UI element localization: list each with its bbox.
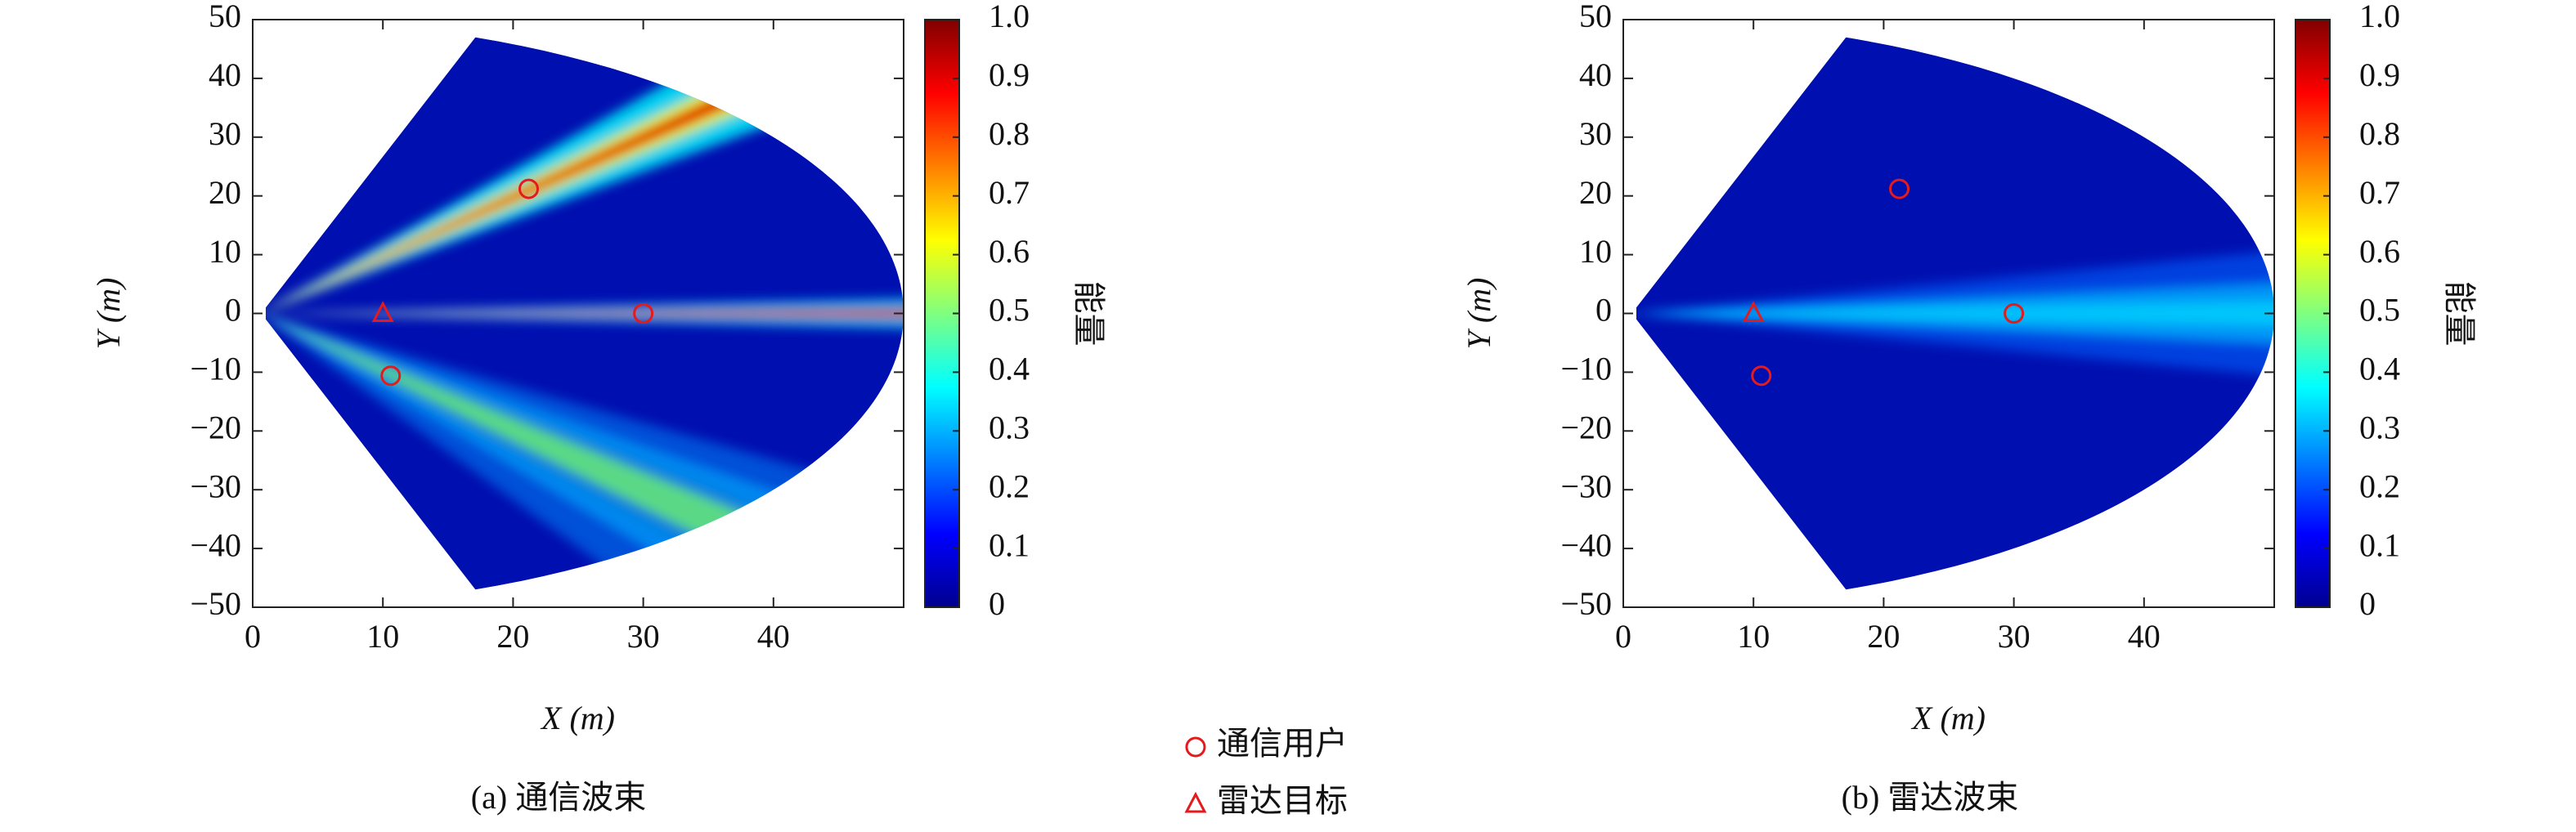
y-tick-label: 10 <box>209 233 241 270</box>
x-tick-label: 10 <box>366 618 399 655</box>
x-tick-label: 20 <box>1867 618 1900 655</box>
colorbar-tick-label: 0.6 <box>2359 233 2400 270</box>
legend-label: 通信用户 <box>1217 725 1348 762</box>
x-tick-label: 40 <box>2128 618 2161 655</box>
beam <box>265 313 833 576</box>
y-tick-label: 20 <box>209 174 241 211</box>
colorbar-tick-label: 0.2 <box>2359 467 2400 504</box>
colorbar-tick-label: 0.8 <box>2359 115 2400 152</box>
colorbar-tick-label: 0.1 <box>989 526 1030 563</box>
y-axis-label: Y (m) <box>90 278 127 350</box>
target-marker <box>371 301 394 322</box>
x-tick-label: 10 <box>1737 618 1770 655</box>
colorbar-tick-label: 0 <box>2359 585 2376 622</box>
y-tick-label: 50 <box>209 0 241 34</box>
colorbar-tick-label: 1.0 <box>989 0 1030 34</box>
y-tick-label: −50 <box>190 585 241 622</box>
caption: (b) 雷达波束 <box>1842 779 2019 816</box>
y-tick-label: −30 <box>1560 467 1612 504</box>
y-tick-label: −20 <box>190 409 241 445</box>
x-tick-label: 30 <box>1998 618 2031 655</box>
y-axis-label: Y (m) <box>1461 278 1497 350</box>
y-tick-label: 30 <box>209 115 241 152</box>
y-tick-label: 30 <box>1579 115 1612 152</box>
legend-label: 雷达目标 <box>1217 782 1348 819</box>
colorbar-tick-label: 0.9 <box>989 56 1030 93</box>
x-axis-label: X (m) <box>540 700 615 736</box>
legend-marker <box>1185 736 1206 758</box>
colorbar-tick-label: 0 <box>989 585 1005 622</box>
y-tick-label: −40 <box>190 526 241 563</box>
target-marker <box>1742 301 1765 322</box>
beam <box>265 313 755 590</box>
user-marker <box>1751 365 1772 387</box>
caption: (a) 通信波束 <box>471 779 646 816</box>
y-tick-label: 0 <box>1595 292 1612 329</box>
x-tick-label: 40 <box>757 618 790 655</box>
x-tick-label: 20 <box>496 618 529 655</box>
user-marker <box>633 303 654 324</box>
colorbar-tick-label: 0.5 <box>989 292 1030 329</box>
field <box>265 37 904 590</box>
field <box>1636 37 2274 590</box>
beams <box>265 39 904 590</box>
x-tick-label: 0 <box>1615 618 1631 655</box>
x-tick-label: 0 <box>245 618 261 655</box>
colorbar-tick-label: 0.1 <box>2359 526 2400 563</box>
x-tick-label: 30 <box>627 618 660 655</box>
colorbar-tick-label: 0.6 <box>989 233 1030 270</box>
user-marker <box>380 365 402 387</box>
colorbar-tick-label: 0.9 <box>2359 56 2400 93</box>
y-tick-label: 0 <box>225 292 241 329</box>
y-tick-label: −10 <box>190 351 241 387</box>
colorbar-tick-label: 0.2 <box>989 467 1030 504</box>
colorbar-tick-label: 0.7 <box>2359 174 2400 211</box>
colorbar-tick-label: 0.4 <box>989 351 1030 387</box>
beam <box>265 308 904 319</box>
user-marker <box>2004 303 2025 324</box>
user-marker <box>1889 178 1910 199</box>
y-tick-label: 10 <box>1579 233 1612 270</box>
legend-marker <box>1184 791 1207 813</box>
colorbar-tick-label: 0.3 <box>989 409 1030 445</box>
y-tick-label: −20 <box>1560 409 1612 445</box>
y-tick-label: 40 <box>1579 56 1612 93</box>
colorbar-label: 能量 <box>1070 281 1107 347</box>
colorbar-tick-label: 1.0 <box>2359 0 2400 34</box>
y-tick-label: −10 <box>1560 351 1612 387</box>
y-tick-label: 40 <box>209 56 241 93</box>
y-tick-label: 20 <box>1579 174 1612 211</box>
user-marker <box>518 178 540 199</box>
beams <box>1636 239 2274 387</box>
colorbar-tick-label: 0.3 <box>2359 409 2400 445</box>
y-tick-label: −50 <box>1560 585 1612 622</box>
colorbar-tick-label: 0.5 <box>2359 292 2400 329</box>
y-tick-label: 50 <box>1579 0 1612 34</box>
colorbar-label: 能量 <box>2441 281 2478 347</box>
beam <box>1636 297 2274 329</box>
y-tick-label: −30 <box>190 467 241 504</box>
beam <box>265 313 904 540</box>
x-axis-label: X (m) <box>1910 700 1986 736</box>
y-tick-label: −40 <box>1560 526 1612 563</box>
colorbar-tick-label: 0.4 <box>2359 351 2400 387</box>
colorbar-tick-label: 0.8 <box>989 115 1030 152</box>
colorbar-tick-label: 0.7 <box>989 174 1030 211</box>
